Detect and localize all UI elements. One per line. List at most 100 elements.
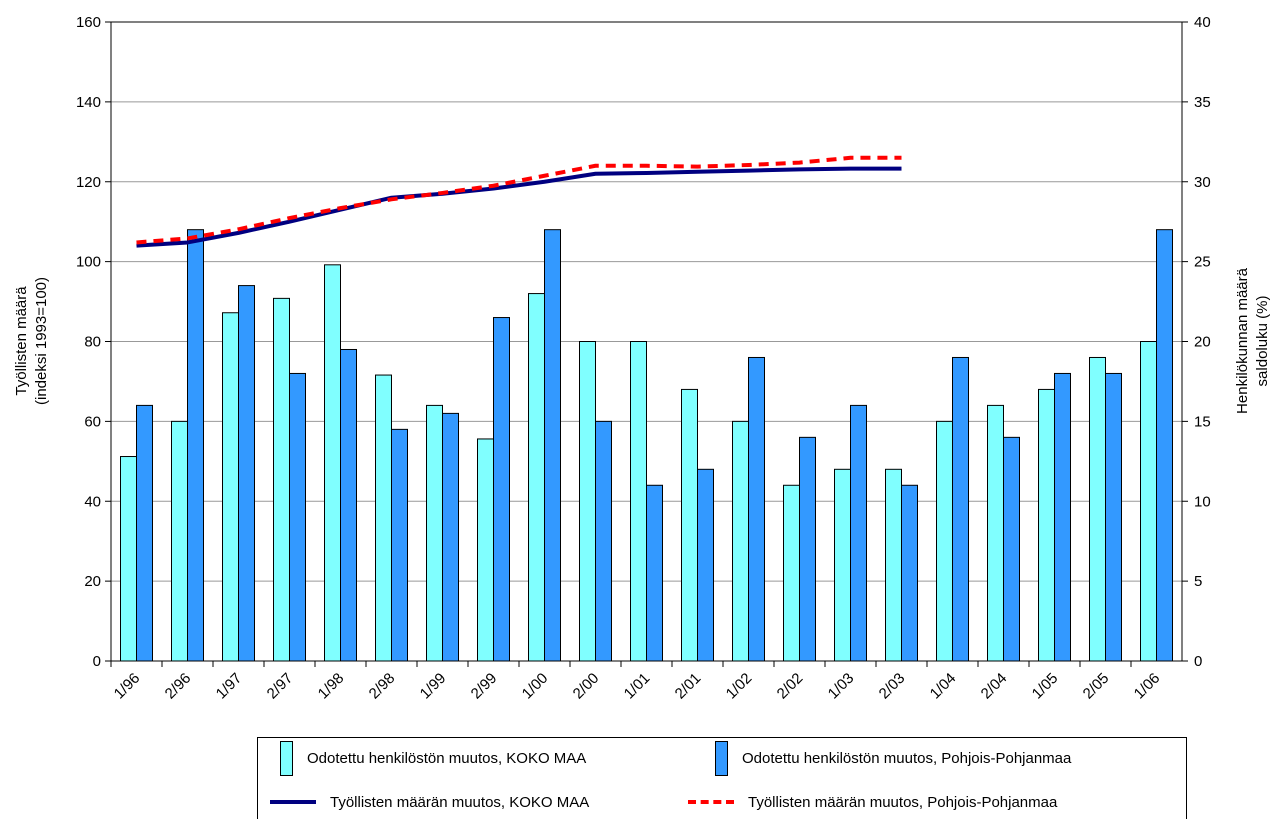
bar-koko-maa bbox=[120, 456, 137, 662]
bar-pohjois-pohjanmaa bbox=[595, 420, 612, 662]
bar-koko-maa bbox=[630, 341, 647, 662]
bar-pohjois-pohjanmaa bbox=[391, 428, 408, 662]
bar-pohjois-pohjanmaa bbox=[697, 468, 714, 662]
right-tick-label: 30 bbox=[1194, 174, 1211, 191]
legend-item-koko-maa-line: Työllisten määrän muutos, KOKO MAA bbox=[270, 790, 589, 814]
legend-swatch-navy-line bbox=[270, 800, 316, 804]
right-tick-label: 15 bbox=[1194, 413, 1211, 430]
x-tick-label: 1/05 bbox=[1029, 670, 1062, 703]
x-tick-label: 2/01 bbox=[672, 670, 705, 703]
x-tick-label: 1/03 bbox=[825, 670, 858, 703]
bar-koko-maa bbox=[426, 404, 443, 662]
bar-pohjois-pohjanmaa bbox=[748, 356, 765, 662]
bar-koko-maa bbox=[222, 312, 239, 662]
bar-pohjois-pohjanmaa bbox=[1105, 372, 1122, 662]
bar-koko-maa bbox=[885, 468, 902, 662]
right-tick-label: 40 bbox=[1194, 14, 1211, 31]
bar-koko-maa bbox=[324, 264, 341, 662]
x-tick-label: 2/96 bbox=[162, 670, 195, 703]
right-tick-label: 0 bbox=[1194, 653, 1202, 670]
x-tick-label: 1/04 bbox=[927, 670, 960, 703]
bar-koko-maa bbox=[732, 420, 749, 662]
left-tick-label: 160 bbox=[76, 14, 101, 31]
legend-label: Työllisten määrän muutos, KOKO MAA bbox=[330, 793, 590, 811]
bar-koko-maa bbox=[1089, 356, 1106, 662]
legend-item-pohjois-bars: Odotettu henkilöstön muutos, Pohjois-Poh… bbox=[715, 738, 1071, 778]
bar-pohjois-pohjanmaa bbox=[187, 229, 204, 662]
x-tick-label: 1/97 bbox=[213, 670, 246, 703]
left-axis-title-line1: Työllisten määrä bbox=[13, 286, 30, 396]
left-tick-label: 120 bbox=[76, 174, 101, 191]
x-tick-label: 2/05 bbox=[1080, 670, 1113, 703]
bar-pohjois-pohjanmaa bbox=[136, 404, 153, 662]
left-axis-title: Työllisten määrä (indeksi 1993=100) bbox=[13, 277, 50, 405]
x-tick-label: 2/97 bbox=[264, 670, 297, 703]
bar-koko-maa bbox=[579, 341, 596, 662]
x-tick-label: 1/01 bbox=[621, 670, 654, 703]
bar-pohjois-pohjanmaa bbox=[442, 412, 459, 662]
bar-koko-maa bbox=[171, 420, 188, 662]
bar-koko-maa bbox=[528, 293, 545, 662]
right-tick-label: 10 bbox=[1194, 493, 1211, 510]
left-tick-label: 80 bbox=[84, 334, 101, 351]
legend-swatch-blue bbox=[715, 740, 728, 776]
bar-pohjois-pohjanmaa bbox=[646, 484, 663, 662]
legend-swatch-cyan bbox=[280, 740, 293, 776]
left-tick-label: 20 bbox=[84, 573, 101, 590]
left-tick-label: 0 bbox=[93, 653, 101, 670]
bar-pohjois-pohjanmaa bbox=[799, 436, 816, 662]
legend-item-pohjois-line: Työllisten määrän muutos, Pohjois-Pohjan… bbox=[688, 790, 1057, 814]
bar-koko-maa bbox=[477, 438, 494, 662]
line-koko-maa bbox=[136, 166, 902, 248]
bar-pohjois-pohjanmaa bbox=[850, 404, 867, 662]
left-tick-label: 40 bbox=[84, 493, 101, 510]
x-tick-label: 1/02 bbox=[723, 670, 756, 703]
bar-koko-maa bbox=[375, 374, 392, 662]
bar-pohjois-pohjanmaa bbox=[238, 285, 255, 662]
x-tick-label: 1/06 bbox=[1131, 670, 1164, 703]
bar-koko-maa bbox=[1038, 388, 1055, 662]
x-tick-label: 2/98 bbox=[366, 670, 399, 703]
x-tick-label: 1/98 bbox=[315, 670, 348, 703]
legend-swatch-red-dashed bbox=[688, 800, 734, 804]
x-tick-label: 2/02 bbox=[774, 670, 807, 703]
right-axis-title: Henkilökunnan määrä saldoluku (%) bbox=[1234, 267, 1271, 414]
x-tick-label: 1/99 bbox=[417, 670, 450, 703]
legend-label: Odotettu henkilöstön muutos, KOKO MAA bbox=[307, 749, 587, 767]
right-tick-label: 25 bbox=[1194, 254, 1211, 271]
bar-pohjois-pohjanmaa bbox=[952, 356, 969, 662]
legend-label: Odotettu henkilöstön muutos, Pohjois-Poh… bbox=[742, 749, 1072, 767]
left-axis-title-line2: (indeksi 1993=100) bbox=[33, 277, 50, 405]
legend-item-koko-maa-bars: Odotettu henkilöstön muutos, KOKO MAA bbox=[280, 738, 586, 778]
legend: Odotettu henkilöstön muutos, KOKO MAA Od… bbox=[257, 737, 1187, 819]
legend-label: Työllisten määrän muutos, Pohjois-Pohjan… bbox=[748, 793, 1058, 811]
x-tick-label: 1/00 bbox=[519, 670, 552, 703]
bar-koko-maa bbox=[681, 388, 698, 662]
x-tick-label: 2/04 bbox=[978, 670, 1011, 703]
bar-koko-maa bbox=[987, 404, 1004, 662]
left-tick-label: 60 bbox=[84, 413, 101, 430]
x-tick-label: 2/99 bbox=[468, 670, 501, 703]
right-tick-label: 20 bbox=[1194, 334, 1211, 351]
bar-koko-maa bbox=[783, 484, 800, 662]
x-tick-label: 2/00 bbox=[570, 670, 603, 703]
bar-pohjois-pohjanmaa bbox=[1156, 229, 1173, 662]
left-tick-label: 140 bbox=[76, 94, 101, 111]
bar-pohjois-pohjanmaa bbox=[493, 317, 510, 662]
right-tick-label: 5 bbox=[1194, 573, 1202, 590]
bar-koko-maa bbox=[1140, 341, 1157, 662]
right-axis-title-line1: Henkilökunnan määrä bbox=[1234, 267, 1251, 414]
left-tick-label: 100 bbox=[76, 254, 101, 271]
bar-koko-maa bbox=[273, 297, 290, 662]
x-tick-label: 1/96 bbox=[111, 670, 144, 703]
bar-koko-maa bbox=[834, 468, 851, 662]
bar-pohjois-pohjanmaa bbox=[1054, 372, 1071, 662]
x-tick-label: 2/03 bbox=[876, 670, 909, 703]
bar-koko-maa bbox=[936, 420, 953, 662]
bar-pohjois-pohjanmaa bbox=[289, 372, 306, 662]
bar-pohjois-pohjanmaa bbox=[340, 348, 357, 662]
bar-pohjois-pohjanmaa bbox=[1003, 436, 1020, 662]
bar-pohjois-pohjanmaa bbox=[544, 229, 561, 662]
bar-pohjois-pohjanmaa bbox=[901, 484, 918, 662]
